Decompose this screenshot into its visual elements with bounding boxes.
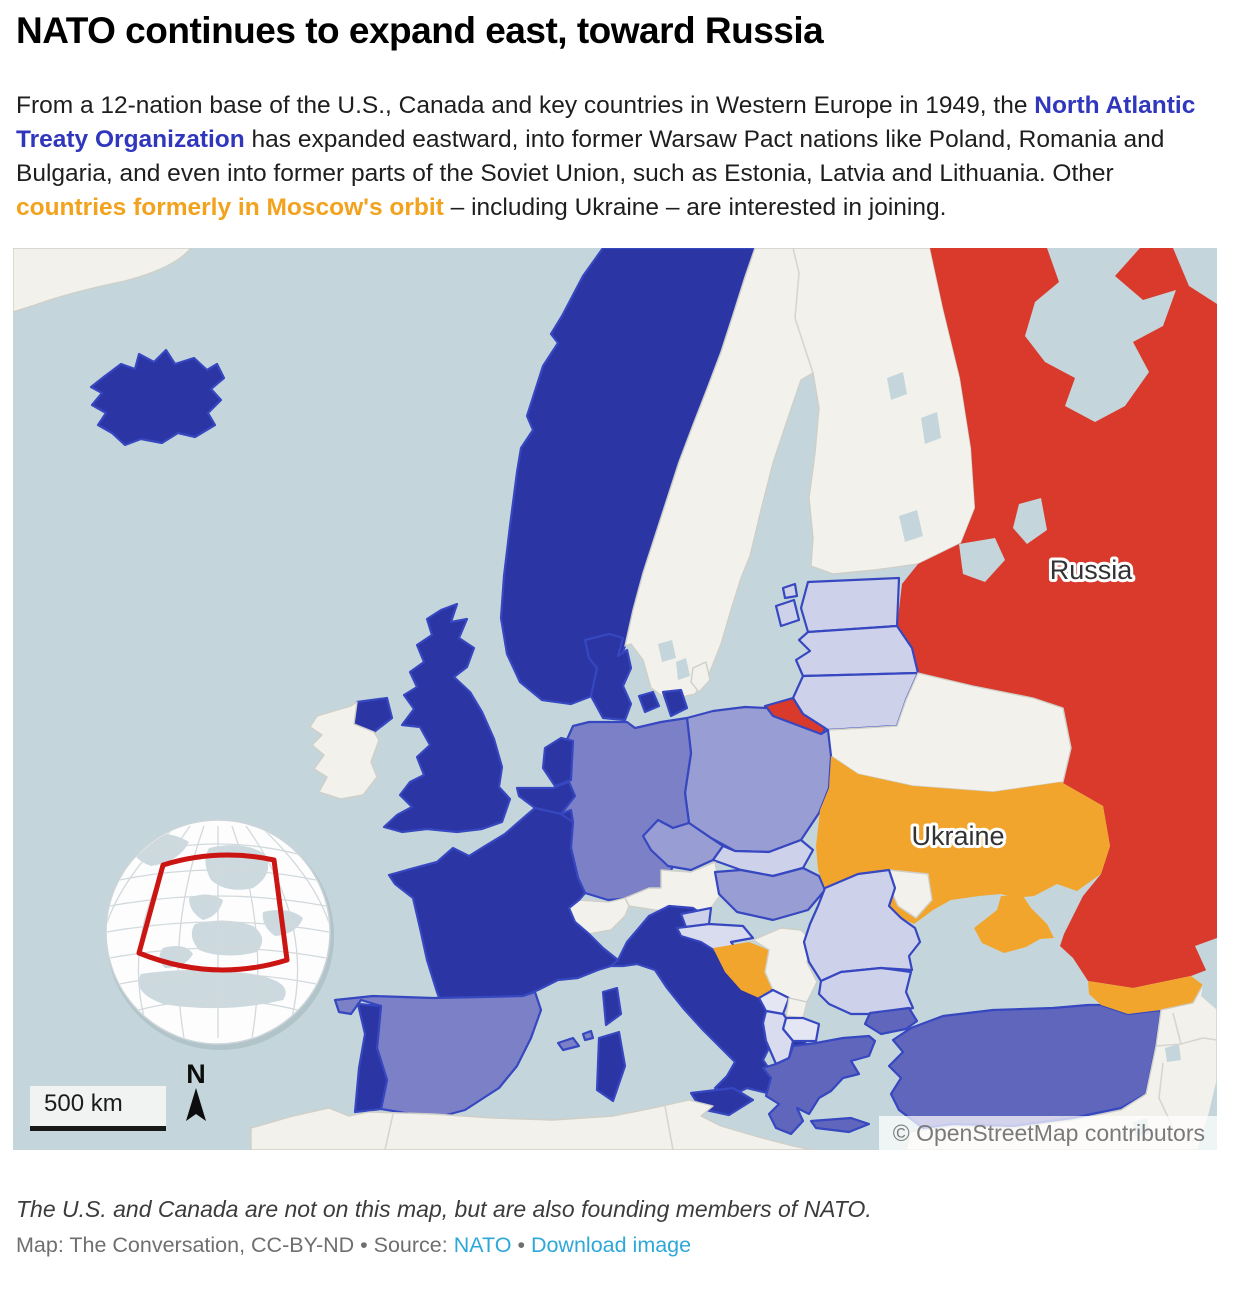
neutral-border-line: [664, 1105, 674, 1150]
map-scale-bar: 500 km: [30, 1085, 166, 1131]
country-uk: [382, 602, 512, 833]
country-france: [387, 806, 620, 1009]
credit-link[interactable]: NATO: [453, 1232, 512, 1257]
country-euroturkey: [863, 1006, 919, 1035]
credit-text: Map: The Conversation, CC-BY-ND • Source…: [16, 1232, 454, 1257]
country-poland: [683, 705, 833, 853]
country-est_islands: [774, 582, 801, 627]
map-label-ukraine: Ukraine: [911, 821, 1004, 851]
country-kosovo: [785, 996, 808, 1019]
country-latvia: [794, 624, 920, 677]
country-barents: [1173, 247, 1217, 304]
page-title: NATO continues to expand east, toward Ru…: [16, 10, 824, 51]
country-white_sea: [1025, 247, 1176, 422]
country-gotland: [690, 660, 711, 693]
credit-line: Map: The Conversation, CC-BY-ND • Source…: [16, 1233, 1226, 1258]
country-ladoga: [959, 537, 1005, 582]
country-fin_lakes: [887, 371, 941, 542]
country-iceland: [89, 348, 226, 446]
country-netherlands: [541, 736, 575, 787]
country-estonia: [799, 576, 901, 633]
country-dk_islands: [637, 688, 689, 717]
intro-paragraph: From a 12-nation base of the U.S., Canad…: [16, 89, 1222, 225]
credit-link[interactable]: Download image: [530, 1232, 692, 1257]
country-serbia: [752, 926, 818, 1003]
country-bulgaria: [817, 966, 915, 1015]
footnote: The U.S. and Canada are not on this map,…: [16, 1195, 872, 1222]
country-belgium: [515, 780, 577, 815]
map-canvas: Russia Ukraine: [13, 247, 1217, 1150]
neutral-border-line: [1172, 1012, 1182, 1044]
country-slovakia: [711, 838, 815, 877]
country-corsica: [601, 986, 623, 1026]
neutral-border-line: [792, 247, 814, 373]
country-swe_lakes: [658, 639, 690, 680]
map-label-russia: Russia: [1050, 555, 1134, 585]
intro-link[interactable]: North Atlantic Treaty Organization: [16, 91, 1196, 153]
country-greece: [761, 1034, 877, 1135]
country-hungary: [713, 866, 827, 921]
intro-text: has expanded eastward, into former Warsa…: [16, 125, 1165, 187]
country-russia: [897, 247, 1217, 988]
neutral-border-line: [1155, 1036, 1217, 1047]
north-arrow-icon: [186, 1087, 206, 1121]
credit-text: •: [511, 1232, 531, 1257]
country-romania: [802, 868, 922, 982]
country-crimea: [974, 895, 1054, 953]
globe-inset-locator: [105, 818, 334, 1050]
country-bosnia: [713, 941, 773, 998]
country-denmark: [583, 632, 633, 721]
scale-bar-line: [30, 1125, 166, 1131]
country-sardinia: [595, 1030, 627, 1102]
country-onega: [1013, 497, 1047, 544]
intro-link[interactable]: countries formerly in Moscow's orbit: [16, 193, 444, 221]
country-caspian: [1195, 937, 1217, 1010]
country-montenegro: [757, 988, 791, 1015]
globe-extent-box: [136, 852, 290, 972]
country-ireland: [309, 700, 380, 800]
country-north_africa: [250, 1098, 814, 1150]
country-greenland: [13, 247, 192, 313]
intro-text: – including Ukraine – are interested in …: [443, 193, 947, 221]
intro-text: From a 12-nation base of the U.S., Canad…: [16, 91, 1035, 119]
north-arrow: N: [179, 1060, 213, 1127]
country-balearics: [556, 1029, 595, 1051]
country-turkey: [887, 1003, 1163, 1129]
country-georgia: [1088, 975, 1203, 1014]
north-label: N: [186, 1058, 206, 1089]
country-ukraine: [816, 755, 1110, 924]
scale-label: 500 km: [44, 1089, 123, 1117]
osm-attribution: © OpenStreetMap contributors: [878, 1115, 1217, 1150]
europe-nato-map: Russia Ukraine 500 km N © OpenStreetMap c…: [13, 247, 1217, 1150]
country-portugal: [353, 1002, 389, 1113]
country-crete: [809, 1116, 871, 1133]
neutral-border-line: [384, 1113, 394, 1150]
